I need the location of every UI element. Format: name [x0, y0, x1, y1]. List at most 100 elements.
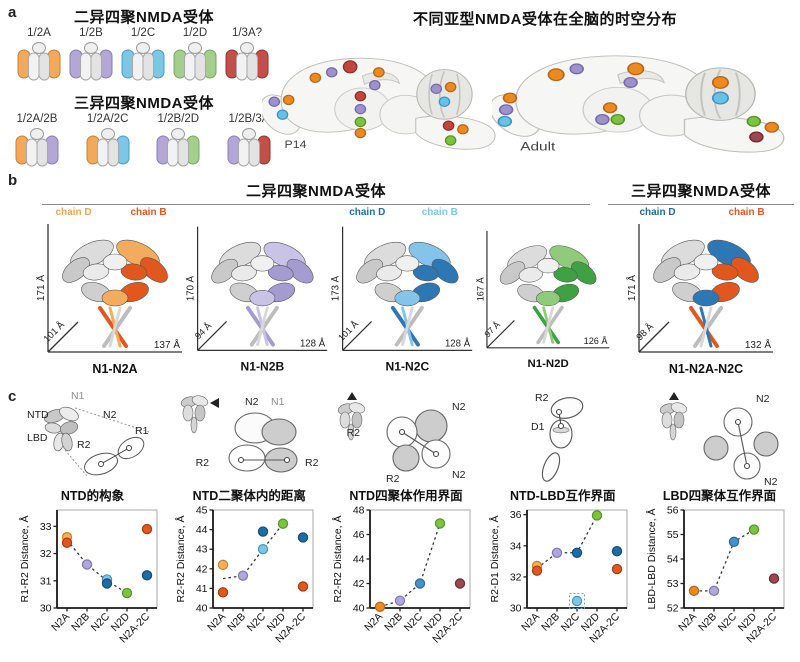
tmd-helix [542, 306, 555, 344]
molecule-domain [412, 264, 439, 282]
width-label: 137 Å [154, 338, 180, 351]
data-point-N2D [278, 518, 289, 529]
width-label: 132 Å [745, 338, 771, 351]
data-point-N2B [551, 547, 562, 558]
receptor-1/2C: 1/2C [120, 27, 166, 82]
subtype-dot-purple [498, 104, 514, 116]
receptor-label: 1/2A/2B [16, 113, 58, 125]
y-tick-label: 48 [353, 505, 365, 517]
receptor-label: 1/2B/3A [228, 113, 270, 125]
data-point-N2A [374, 601, 386, 612]
label-n1: N1 [71, 390, 85, 402]
molecule-domain [249, 290, 276, 307]
data-point-N2A-2C [298, 581, 309, 592]
receptor-1/2B: 1/2B [68, 27, 114, 82]
molecule-domain [286, 258, 314, 284]
data-point-N2B [81, 559, 92, 570]
analysis-col-ntd-tetramer: N2 R2 R2 N2 NTD四聚体作用界面 40 42 44 46 48 N2A N2B N… [330, 388, 483, 656]
y-tick-label: 34 [510, 540, 522, 552]
y-tick-label: 31 [39, 575, 51, 587]
panel-label-a: a [8, 4, 17, 21]
zoom-callout-lines [64, 407, 149, 477]
panel-label-b: b [8, 172, 18, 189]
subtype-dot-purple [325, 67, 338, 78]
lbd-tetramer-lobes [702, 407, 779, 480]
receptor-1/2D: 1/2D [172, 27, 218, 82]
tmd-helix [699, 306, 713, 348]
data-point-N2A-2C [611, 546, 622, 557]
label-n2-bottom: N2 [452, 469, 466, 481]
label-n2-top: N2 [452, 401, 466, 413]
mini-receptor-icon [337, 402, 366, 441]
x-tick-label: N2A [519, 611, 542, 634]
structure-name: N1-N2D [528, 358, 569, 370]
di-receptor-title: 二异四聚NMDA受体 [74, 9, 214, 26]
x-tick-label: N2B [696, 611, 719, 634]
receptor-label: 1/2B [79, 27, 103, 39]
subtype-dot-purple [595, 113, 610, 125]
data-point-N2B [394, 595, 406, 606]
label-n2: N2 [103, 409, 117, 421]
structure-name: N1-N2A [92, 362, 137, 376]
molecule-domain [518, 267, 543, 283]
y-axis-label: R2-R2 Distance, Å [331, 516, 344, 603]
receptor-label: 1/2D [182, 27, 208, 39]
data-point-N2A-2C [611, 563, 622, 575]
label-n2-top: N2 [756, 393, 770, 405]
plot-area [526, 509, 628, 609]
y-tick-label: 42 [353, 578, 365, 590]
ntd-lbd-subunit [541, 397, 584, 482]
label-n2: N2 [245, 396, 259, 408]
tmd-helix [401, 306, 414, 347]
chart-title: NTD二聚体内的距离 [192, 489, 306, 503]
tri-structures-rule [608, 204, 794, 205]
subtype-dot-orange [502, 92, 518, 104]
receptor-icon [15, 128, 59, 167]
molecule-domain [653, 257, 681, 283]
y-tick-label: 33 [39, 521, 51, 533]
x-tick-label: N2C [245, 610, 269, 634]
label-r2-left: R2 [347, 427, 361, 439]
data-point-N2D [121, 587, 132, 599]
molecule-domain [120, 263, 148, 281]
subtype-dot-red [442, 120, 455, 131]
chain-labels [186, 207, 331, 220]
trend-line [693, 529, 754, 592]
data-point-N2A-2C [141, 570, 152, 581]
tmd-helix [394, 305, 424, 347]
y-tick-label: 32 [510, 571, 522, 583]
schematic-ntd-conformation: N1 NTD N2 LBD R2 R1 [27, 390, 149, 477]
x-tick-label: N2C [402, 610, 426, 634]
subtype-dot-blue [711, 91, 729, 105]
y-tick-label: 42 [196, 563, 208, 575]
brainstem [415, 115, 496, 150]
subtype-dot-orange [711, 75, 729, 89]
label-r2: R2 [535, 392, 549, 404]
y-axis-label: R2-R2 Distance, Å [174, 516, 187, 603]
y-tick-label: 40 [353, 603, 365, 615]
trend-line [65, 539, 127, 594]
structure-name: N1-N2C [386, 360, 430, 374]
y-tick-label: 32 [39, 548, 51, 560]
analysis-col-ntd-lbd: R2 D1 NTD-LBD互作界面 30 32 34 36 N2A N2B N2C N2D N2… [486, 388, 639, 656]
chain-label: chain D [639, 207, 676, 218]
tmd-helix [390, 305, 420, 347]
x-tick-label: N2A [49, 611, 72, 634]
data-point-N2A-2C [768, 573, 779, 584]
data-point-N2A [61, 537, 72, 548]
highlight-box [568, 593, 585, 609]
ntd-dimer-lobes [228, 412, 298, 473]
chain-label: chain B [728, 207, 765, 218]
x-tick-label: N2C [88, 610, 112, 634]
tri-receptor-title: 三异四聚NMDA受体 [74, 95, 214, 112]
schematic-ntd-intradimer: N2 N1 R2 R2 [181, 395, 319, 473]
data-point-N2C [728, 536, 739, 548]
width-label: 128 Å [300, 339, 326, 350]
molecule-domain [395, 255, 420, 272]
view-direction-arrow [210, 398, 220, 408]
subtype-dot-purple [623, 76, 638, 88]
chain-label: chain D [349, 207, 386, 218]
